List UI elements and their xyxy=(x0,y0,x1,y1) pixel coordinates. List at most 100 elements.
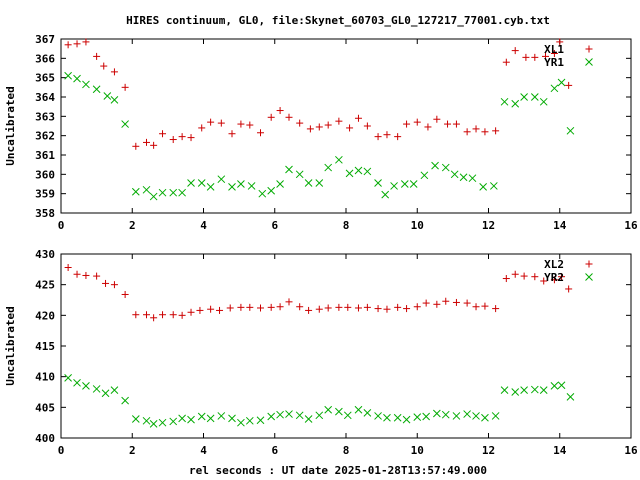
data-point xyxy=(206,183,215,191)
data-point xyxy=(491,412,500,420)
legend-label: YR2 xyxy=(544,271,564,284)
data-point xyxy=(394,303,402,311)
data-point xyxy=(285,410,293,418)
data-point xyxy=(315,123,323,131)
data-point xyxy=(363,167,372,176)
data-point xyxy=(169,188,178,197)
data-point xyxy=(178,414,186,423)
data-point xyxy=(335,117,343,125)
data-point xyxy=(158,188,167,197)
data-point xyxy=(383,413,391,422)
x-tick-label: 16 xyxy=(624,219,638,232)
data-point xyxy=(413,413,422,422)
data-point xyxy=(413,303,421,311)
data-point xyxy=(228,183,236,191)
data-point xyxy=(472,412,480,420)
data-point xyxy=(472,303,480,311)
data-point xyxy=(531,273,539,281)
data-point xyxy=(354,166,363,175)
data-point xyxy=(420,171,429,180)
data-point xyxy=(82,80,90,89)
data-point xyxy=(131,187,140,196)
data-point xyxy=(207,118,215,126)
data-point xyxy=(542,52,549,60)
data-point xyxy=(463,128,471,136)
data-point xyxy=(237,303,245,311)
data-point xyxy=(196,306,204,314)
data-point xyxy=(500,386,509,395)
legend-label: YR1 xyxy=(544,56,564,69)
data-point xyxy=(413,118,421,126)
data-point xyxy=(442,297,450,305)
y-tick-label: 361 xyxy=(35,149,55,162)
data-point xyxy=(539,97,548,106)
data-point xyxy=(198,124,206,132)
data-point xyxy=(539,386,548,395)
data-point xyxy=(267,186,276,195)
data-point xyxy=(276,107,284,115)
x-tick-label: 0 xyxy=(58,219,65,232)
data-point xyxy=(121,290,129,298)
data-point xyxy=(463,299,471,307)
data-point xyxy=(346,124,354,132)
data-point xyxy=(479,183,488,191)
data-point xyxy=(400,180,409,188)
data-point xyxy=(73,40,81,48)
data-point xyxy=(511,270,519,278)
data-point xyxy=(257,129,264,137)
data-point xyxy=(247,182,256,190)
x-tick-label: 14 xyxy=(553,219,567,232)
data-point xyxy=(169,417,178,426)
data-point xyxy=(481,413,489,422)
legend-label: XL1 xyxy=(544,43,564,56)
data-point xyxy=(335,303,343,311)
data-point xyxy=(101,389,110,398)
data-point xyxy=(64,374,72,382)
data-point xyxy=(540,277,548,285)
data-point xyxy=(131,415,140,423)
data-point xyxy=(285,165,293,174)
data-point xyxy=(511,47,519,55)
data-point xyxy=(100,62,108,70)
data-point xyxy=(492,127,500,135)
y-tick-label: 358 xyxy=(35,207,55,220)
data-point xyxy=(444,120,452,128)
data-point xyxy=(169,136,177,144)
data-point xyxy=(363,122,371,130)
data-point xyxy=(452,298,460,306)
y-tick-label: 405 xyxy=(35,401,55,414)
data-point xyxy=(121,396,129,405)
data-point xyxy=(556,38,564,46)
data-point xyxy=(121,120,129,128)
data-point xyxy=(441,410,450,419)
data-point xyxy=(93,272,101,280)
data-point xyxy=(502,58,510,66)
x-tick-label: 4 xyxy=(200,444,207,457)
data-point xyxy=(82,271,90,279)
data-point xyxy=(315,305,323,313)
legend-label: XL2 xyxy=(544,258,564,271)
data-point xyxy=(110,281,118,289)
data-point xyxy=(433,115,441,123)
data-point xyxy=(237,418,245,427)
data-point xyxy=(305,306,313,314)
data-point xyxy=(381,190,390,199)
data-point xyxy=(441,163,450,172)
data-point xyxy=(246,121,254,129)
data-point xyxy=(393,413,402,422)
y-tick-label: 359 xyxy=(35,188,55,201)
y-tick-label: 410 xyxy=(35,371,55,384)
data-point xyxy=(374,305,382,313)
data-point xyxy=(216,306,224,314)
data-point xyxy=(64,71,72,80)
data-point xyxy=(468,174,477,183)
data-point xyxy=(520,386,528,395)
data-point xyxy=(363,303,371,311)
data-point xyxy=(143,311,150,319)
data-point xyxy=(92,385,101,393)
data-point xyxy=(285,113,293,121)
data-point xyxy=(432,409,441,418)
y-tick-label: 415 xyxy=(35,340,55,353)
data-point xyxy=(324,405,333,414)
